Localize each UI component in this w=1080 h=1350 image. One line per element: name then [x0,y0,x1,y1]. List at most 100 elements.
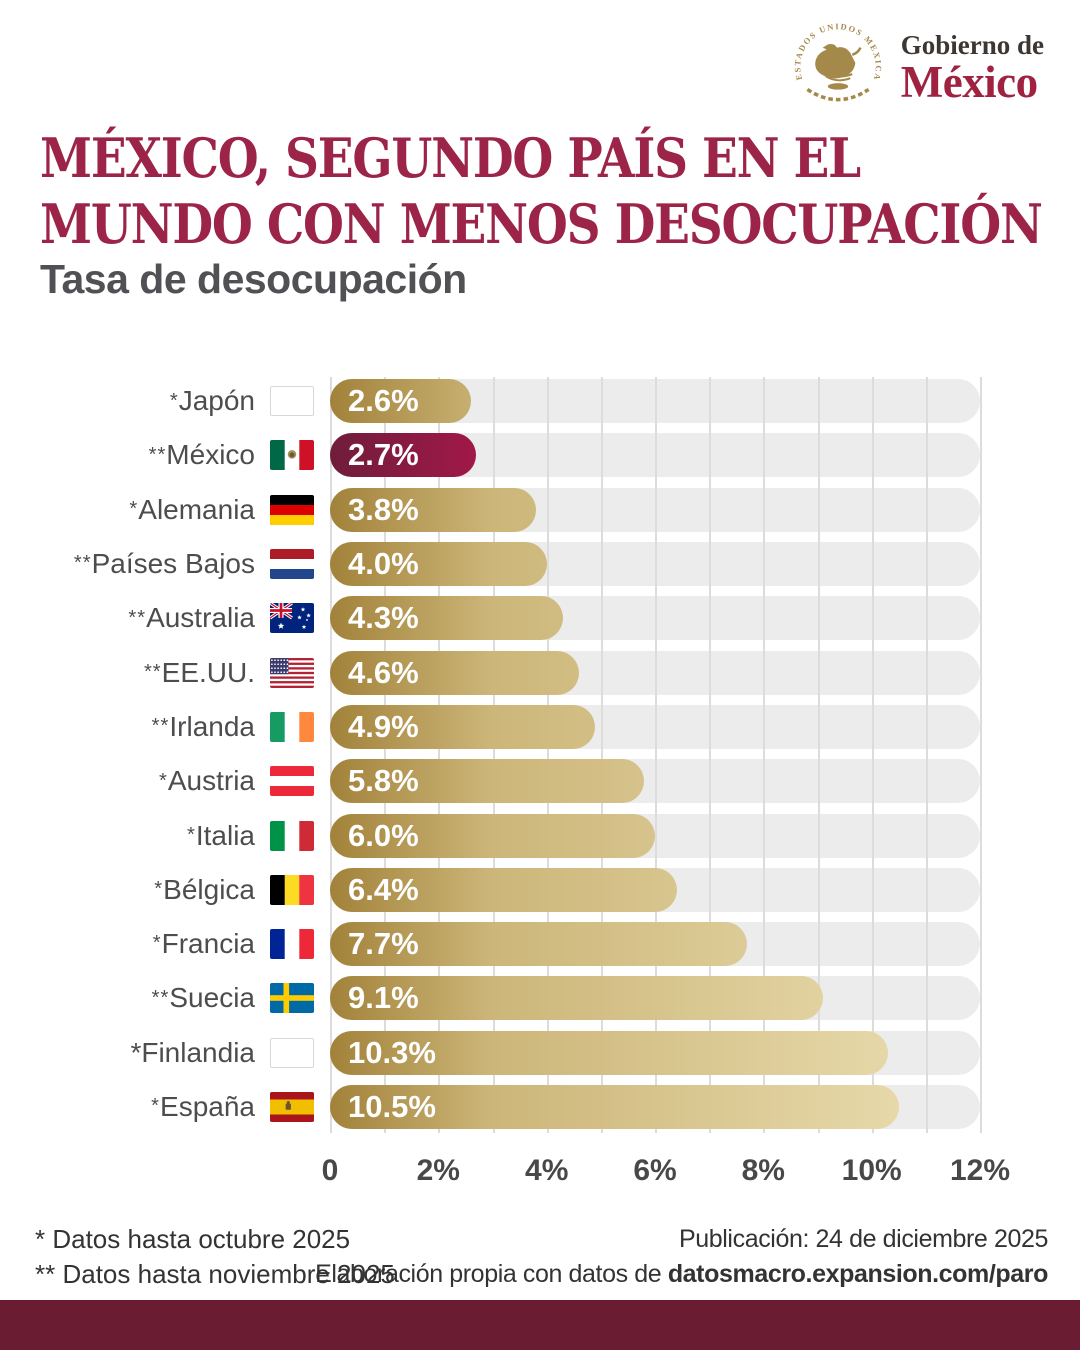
footnote-marker: ** [148,443,167,466]
footnotes: * Datos hasta octubre 2025 ** Datos hast… [35,1222,395,1292]
bar-track: 7.7% [330,922,980,967]
chart-row-japan: *Japón 2.6% [0,374,1080,428]
country-label: *Finlandia [0,1037,255,1069]
flag-france-icon [270,929,314,960]
x-axis-tick: 0 [321,1154,339,1187]
eagle-emblem-icon [814,43,862,90]
bar-track: 4.9% [330,704,980,749]
logo-text-bottom: México [900,57,1038,107]
chart-row-germany: *Alemania 3.8% [0,483,1080,537]
bar: 4.0% [330,542,547,587]
bar: 9.1% [330,976,823,1021]
source-line: Elaboración propia con datos de datosmac… [315,1257,1048,1292]
country-name: Irlanda [169,710,255,742]
footnote-marker: * [129,498,139,521]
chart-row-italy: *Italia 6.0% [0,808,1080,862]
country-label: *Japón [0,385,255,417]
country-label: **Australia [0,602,255,634]
bar-value-label: 6.0% [348,817,419,853]
country-name: España [160,1091,255,1122]
bar: 6.4% [330,867,677,912]
flag-usa-icon [270,657,314,688]
chart-row-netherlands: **Países Bajos 4.0% [0,537,1080,591]
country-name: Italia [195,819,255,851]
country-label: *España [0,1091,255,1123]
bar-track: 4.0% [330,542,980,587]
title-line-1: MÉXICO, SEGUNDO PAÍS EN EL [40,127,861,191]
chart-row-spain: *España 10.5% [0,1080,1080,1134]
gobierno-de-mexico-logo: ESTADOS UNIDOS MEXICANOS Gobierno de Méx… [787,16,1044,118]
bar-value-label: 10.3% [348,1034,436,1070]
bar: 6.0% [330,813,655,858]
bar: 2.6% [330,379,471,424]
bar-track: 3.8% [330,487,980,532]
country-name: Japón [178,385,255,417]
flag-sweden-icon [270,983,314,1014]
bar-track: 5.8% [330,759,980,804]
page-title: MÉXICO, SEGUNDO PAÍS EN EL MUNDO CON MEN… [40,126,1043,258]
bar-value-label: 2.6% [348,383,419,419]
footnote-marker: * [152,932,162,955]
country-label: **Irlanda [0,711,255,743]
country-label: *Bélgica [0,874,255,906]
country-name: Alemania [138,493,255,525]
x-axis-tick: 6% [633,1154,677,1187]
source-prefix: Elaboración propia con datos de [315,1260,668,1288]
flag-australia-icon [270,603,314,634]
x-axis-tick: 2% [416,1154,460,1187]
footnote-marker: ** [151,715,170,738]
country-label: **Países Bajos [0,548,255,580]
bar-value-label: 9.1% [348,980,419,1016]
bar: 10.5% [330,1085,899,1129]
laurel-wreath-icon [806,87,870,102]
country-label: **México [0,439,255,471]
bar-track: 4.3% [330,596,980,641]
country-name: Francia [161,928,255,960]
bar-value-label: 3.8% [348,491,419,527]
bar: 4.6% [330,650,580,695]
bar-value-label: 4.0% [348,546,419,582]
flag-netherlands-icon [270,549,314,580]
country-name: EE.UU. [161,656,255,688]
bar-value-label: 4.9% [348,708,419,744]
x-axis-tick: 8% [741,1154,785,1187]
footnote-marker: * [151,1095,161,1118]
flag-finland-icon [270,1037,314,1068]
flag-spain-icon [270,1092,314,1122]
bar-track: 6.4% [330,867,980,912]
bar: 4.9% [330,704,596,749]
bar-track: 10.5% [330,1085,980,1129]
footnote-marker: * [154,878,164,901]
chart-rows: *Japón 2.6% **México 2.7% *Alemania 3.8% **Paí… [0,374,1080,1134]
source-url: datosmacro.expansion.com/paro [667,1260,1049,1288]
footer-band [0,1300,1080,1350]
footnote-marker: ** [151,986,170,1009]
chart-row-france: *Francia 7.7% [0,917,1080,971]
bar-track: 2.7% [330,433,980,478]
x-axis: 0 2% 4% 6% 8% 10% 12% [322,1154,1010,1198]
country-label: **EE.UU. [0,657,255,689]
x-axis-tick: 10% [841,1154,902,1187]
footnote-marker: ** [73,552,92,575]
chart-row-austria: *Austria 5.8% [0,754,1080,808]
country-name: Austria [167,765,255,797]
x-axis-tick: 12% [949,1154,1011,1187]
country-name: Países Bajos [91,548,255,580]
footnote-marker: * [130,1036,142,1068]
bar-value-label: 7.7% [348,926,419,962]
footnote-marker: * [158,769,168,792]
country-label: *Francia [0,928,255,960]
footnote-2: ** Datos hasta noviembre 2025 [35,1259,395,1289]
publication-date: Publicación: 24 de diciembre 2025 [679,1225,1048,1253]
chart-row-finland: *Finlandia 10.3% [0,1026,1080,1080]
country-name: Bélgica [163,873,255,905]
logo-wordmark: Gobierno de México [900,30,1044,107]
bar-value-label: 5.8% [348,763,419,799]
x-axis-tick: 4% [525,1154,569,1187]
country-name: Australia [146,602,255,634]
chart-row-ireland: **Irlanda 4.9% [0,700,1080,754]
footnote-marker: ** [143,661,162,683]
bar: 4.3% [330,596,563,641]
country-name: México [166,439,255,471]
